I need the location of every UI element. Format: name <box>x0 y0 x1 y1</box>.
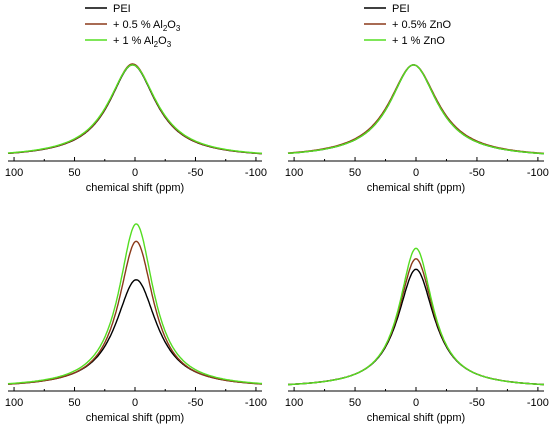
x-tick-label: 0 <box>413 397 419 409</box>
series-line-0 <box>7 64 262 155</box>
series-line-1 <box>288 258 544 386</box>
chart-panel-top-left: 100 50 0 -50 -100 chemical shift (ppm) PEI + 0.… <box>5 3 267 194</box>
x-axis-title: chemical shift (ppm) <box>86 182 184 194</box>
legend-entry-1: + 0.5 % Al2O3 <box>113 19 181 33</box>
series-line-0 <box>287 64 544 155</box>
series-line-1 <box>7 63 263 155</box>
x-tick-label: -50 <box>469 397 485 409</box>
x-tick-label: 50 <box>349 167 361 179</box>
series-line-0 <box>288 268 544 386</box>
chart-panel-bottom-right: 100 50 0 -50 -100 chemical shift (ppm) <box>285 247 549 424</box>
x-axis-title: chemical shift (ppm) <box>367 182 465 194</box>
legend-entry-1: + 0.5% ZnO <box>392 19 451 31</box>
x-tick-label: 50 <box>68 397 80 409</box>
legend-entry-2: + 1 % Al2O3 <box>113 35 172 49</box>
series-line-1 <box>7 240 263 385</box>
chart-panel-bottom-left: 100 50 0 -50 -100 chemical shift (ppm) <box>5 223 267 424</box>
series-line-2 <box>7 64 263 155</box>
legend-entry-2: + 1 % ZnO <box>392 35 445 47</box>
x-tick-label: -100 <box>527 397 549 409</box>
series-line-1 <box>287 64 545 155</box>
x-tick-label: 100 <box>285 167 303 179</box>
x-tick-label: 100 <box>5 397 23 409</box>
x-tick-label: 0 <box>132 397 138 409</box>
series-line-2 <box>7 223 262 385</box>
x-tick-label: 100 <box>285 397 303 409</box>
chart-panel-top-right: 100 50 0 -50 -100 chemical shift (ppm) PEI + 0.… <box>285 3 549 194</box>
x-axis-title: chemical shift (ppm) <box>367 412 465 424</box>
x-axis-title: chemical shift (ppm) <box>86 412 184 424</box>
x-tick-label: -50 <box>469 167 485 179</box>
series-line-2 <box>287 64 544 155</box>
legend-entry-0: PEI <box>392 3 410 15</box>
legend-entry-0: PEI <box>113 3 131 15</box>
series-line-0 <box>7 279 262 385</box>
x-tick-label: 0 <box>132 167 138 179</box>
x-tick-label: -100 <box>245 397 267 409</box>
x-tick-label: 50 <box>68 167 80 179</box>
x-tick-label: -100 <box>245 167 267 179</box>
x-tick-label: -50 <box>188 167 204 179</box>
x-tick-label: 50 <box>349 397 361 409</box>
x-tick-label: 100 <box>5 167 23 179</box>
x-tick-label: -100 <box>527 167 549 179</box>
series-line-2 <box>287 247 545 386</box>
x-tick-label: 0 <box>413 167 419 179</box>
x-tick-label: -50 <box>188 397 204 409</box>
